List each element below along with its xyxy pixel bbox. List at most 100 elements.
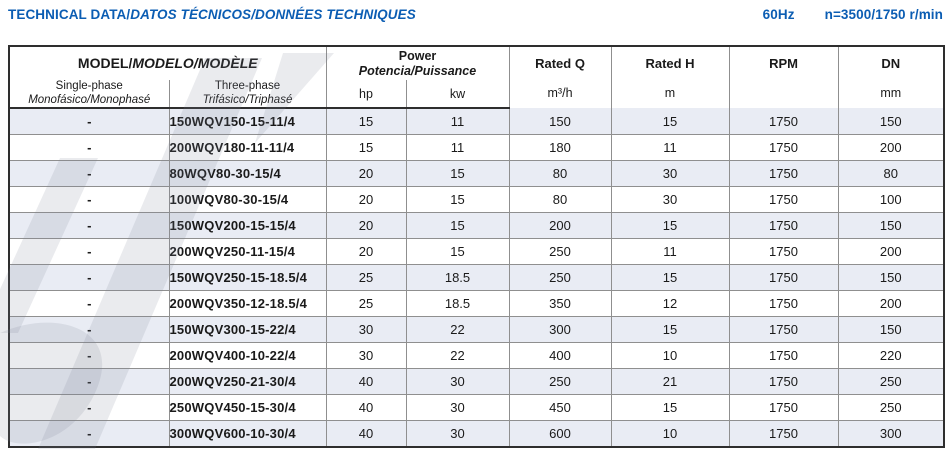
table-row: -250WQV450-15-30/4 40 30 450 15 1750 250	[8, 394, 945, 421]
model-header-main: MODEL/	[77, 55, 133, 71]
cell-hp: 15	[325, 107, 407, 135]
page-title-translations: DATOS TÉCNICOS/DONNÉES TECHNIQUES	[130, 7, 416, 22]
cell-kw: 18.5	[405, 290, 510, 317]
cell-single-phase: -	[8, 107, 170, 135]
cell-model: 200WQV350-12-18.5/4	[168, 290, 327, 317]
rated-q-unit: m³/h	[547, 86, 573, 100]
speed-label: n=3500/1750 r/min	[824, 7, 943, 22]
table-row: -80WQV80-30-15/4 20 15 80 30 1750 80	[8, 160, 945, 187]
cell-hp: 20	[325, 238, 407, 265]
cell-rated-q: 250	[508, 238, 612, 265]
cell-rated-h: 15	[610, 107, 730, 135]
cell-rated-h: 30	[610, 160, 730, 187]
col-header-three-phase: Three-phase Trifásico/Triphasé	[168, 79, 327, 109]
cell-single-phase: -	[8, 394, 170, 421]
cell-model: 300WQV600-10-30/4	[168, 420, 327, 448]
table-row: -150WQV200-15-15/4 20 15 200 15 1750 150	[8, 212, 945, 239]
cell-rpm: 1750	[728, 238, 839, 265]
cell-kw: 15	[405, 160, 510, 187]
cell-single-phase: -	[8, 134, 170, 161]
col-header-kw-unit: kw	[405, 80, 510, 109]
cell-dn: 300	[837, 420, 945, 448]
cell-rated-q: 250	[508, 368, 612, 395]
cell-rated-h: 30	[610, 186, 730, 213]
cell-single-phase: -	[8, 420, 170, 448]
three-phase-label: Three-phase	[214, 79, 281, 92]
cell-rated-q: 180	[508, 134, 612, 161]
page-title: TECHNICAL DATA/DATOS TÉCNICOS/DONNÉES TE…	[8, 7, 416, 22]
col-header-rpm: RPM	[728, 45, 839, 108]
cell-model: 200WQV400-10-22/4	[168, 342, 327, 369]
table-header: MODEL/MODELO/MODÈLE Power Potencia/Puiss…	[8, 45, 945, 109]
cell-rpm: 1750	[728, 134, 839, 161]
cell-model: 150WQV250-15-18.5/4	[168, 264, 327, 291]
cell-single-phase: -	[8, 368, 170, 395]
cell-rated-h: 15	[610, 264, 730, 291]
table-row: -300WQV600-10-30/4 40 30 600 10 1750 300	[8, 420, 945, 448]
cell-dn: 220	[837, 342, 945, 369]
cell-kw: 15	[405, 186, 510, 213]
cell-single-phase: -	[8, 316, 170, 343]
table-row: -100WQV80-30-15/4 20 15 80 30 1750 100	[8, 186, 945, 213]
cell-model: 150WQV150-15-11/4	[168, 107, 327, 135]
rated-q-label: Rated Q	[535, 56, 585, 71]
title-specs: 60Hz n=3500/1750 r/min	[763, 7, 943, 22]
col-header-rated-q: Rated Q m³/h	[508, 45, 612, 108]
cell-model: 200WQV250-11-15/4	[168, 238, 327, 265]
cell-hp: 30	[325, 316, 407, 343]
cell-rated-h: 15	[610, 316, 730, 343]
cell-hp: 20	[325, 186, 407, 213]
page-title-main: TECHNICAL DATA/	[8, 7, 131, 22]
cell-hp: 15	[325, 134, 407, 161]
cell-rated-q: 600	[508, 420, 612, 448]
cell-model: 200WQV250-21-30/4	[168, 368, 327, 395]
cell-rated-q: 350	[508, 290, 612, 317]
cell-hp: 20	[325, 212, 407, 239]
cell-model: 80WQV80-30-15/4	[168, 160, 327, 187]
cell-hp: 25	[325, 264, 407, 291]
cell-rated-h: 15	[610, 212, 730, 239]
cell-single-phase: -	[8, 290, 170, 317]
cell-kw: 22	[405, 316, 510, 343]
cell-kw: 30	[405, 368, 510, 395]
cell-rpm: 1750	[728, 342, 839, 369]
cell-rated-q: 150	[508, 107, 612, 135]
cell-rpm: 1750	[728, 290, 839, 317]
three-phase-translations: Trifásico/Triphasé	[202, 93, 293, 106]
cell-dn: 150	[837, 264, 945, 291]
cell-dn: 150	[837, 316, 945, 343]
rated-h-unit: m	[664, 86, 676, 100]
cell-dn: 200	[837, 238, 945, 265]
cell-model: 150WQV300-15-22/4	[168, 316, 327, 343]
dn-unit: mm	[880, 86, 902, 100]
table-body: -150WQV150-15-11/4 15 11 150 15 1750 150-200WQ…	[8, 107, 945, 448]
cell-rated-h: 10	[610, 342, 730, 369]
cell-model: 250WQV450-15-30/4	[168, 394, 327, 421]
cell-hp: 40	[325, 420, 407, 448]
page-title-bar: TECHNICAL DATA/DATOS TÉCNICOS/DONNÉES TE…	[8, 7, 943, 22]
cell-kw: 15	[405, 238, 510, 265]
cell-kw: 22	[405, 342, 510, 369]
cell-rated-h: 12	[610, 290, 730, 317]
cell-kw: 15	[405, 212, 510, 239]
cell-kw: 11	[405, 134, 510, 161]
cell-model: 200WQV180-11-11/4	[168, 134, 327, 161]
cell-hp: 40	[325, 394, 407, 421]
cell-rated-q: 450	[508, 394, 612, 421]
rated-h-label: Rated H	[645, 56, 695, 71]
cell-dn: 250	[837, 368, 945, 395]
rpm-unit	[730, 80, 838, 107]
power-label: Power	[398, 49, 437, 64]
cell-hp: 20	[325, 160, 407, 187]
cell-single-phase: -	[8, 238, 170, 265]
power-translations: Potencia/Puissance	[358, 63, 477, 78]
cell-kw: 18.5	[405, 264, 510, 291]
rpm-label: RPM	[769, 56, 798, 71]
cell-rated-h: 21	[610, 368, 730, 395]
cell-model: 100WQV80-30-15/4	[168, 186, 327, 213]
cell-single-phase: -	[8, 264, 170, 291]
col-header-power: Power Potencia/Puissance	[325, 45, 510, 80]
cell-rated-h: 11	[610, 134, 730, 161]
cell-dn: 200	[837, 290, 945, 317]
